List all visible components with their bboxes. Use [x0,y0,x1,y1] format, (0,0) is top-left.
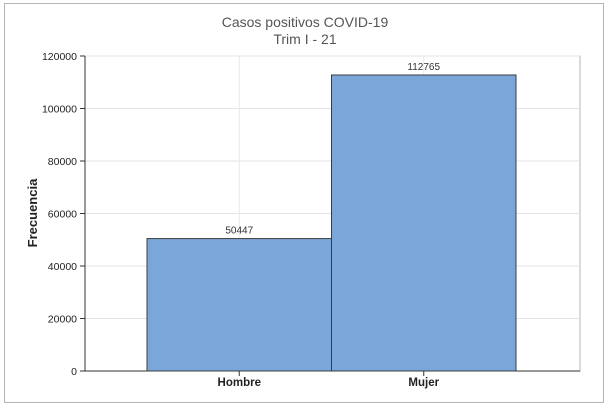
bar-mujer [331,74,517,372]
data-label: 50447 [225,226,253,237]
y-tick-label: 0 [71,366,77,378]
y-tick-label: 80000 [48,156,77,168]
y-tick-label: 40000 [48,261,77,273]
data-label: 112765 [407,62,440,73]
x-tick-label: Hombre [218,377,261,389]
y-tick-label: 60000 [48,209,77,221]
plot-area: 0 20000 40000 60000 80000 100000 120000 50447 Ho… [42,51,581,389]
chart-subtitle: Trim I - 21 [273,31,336,47]
y-axis-label: Frecuencia [25,178,40,247]
x-tick-label: Mujer [408,377,439,389]
y-tick-label: 20000 [48,314,77,326]
y-tick-label: 120000 [42,51,77,63]
y-tick-label: 100000 [42,104,77,116]
bar-hombre [146,238,332,372]
chart-title: Casos positivos COVID-19 [222,14,389,30]
